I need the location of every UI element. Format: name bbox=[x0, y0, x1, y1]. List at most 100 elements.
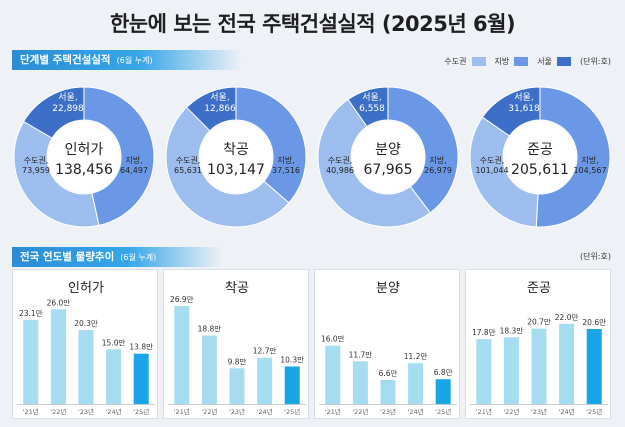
bar-panel-complete: 준공 17.8만 '21년 18.3만 '22년 20.7만 '23년 22.0만 '24년 20… bbox=[465, 269, 611, 419]
donut-slice-provinces bbox=[387, 86, 459, 214]
donut-title: 준공 bbox=[527, 142, 553, 158]
donut-total: 205,611 bbox=[511, 162, 569, 178]
section-header-stage-label: 단계별 주택건설실적 bbox=[20, 54, 111, 66]
slice-label-provinces: 지방, 104,567 bbox=[573, 155, 606, 175]
bar-permit bbox=[23, 319, 39, 404]
bar-category-label: '25년 bbox=[586, 407, 602, 416]
section-header-trend-sub: (6월 누계) bbox=[120, 253, 157, 262]
bar-category-label: '23년 bbox=[229, 407, 245, 416]
bar-chart-title: 준공 bbox=[527, 281, 551, 296]
donut-total: 138,456 bbox=[55, 162, 113, 178]
bar-value-label: 20.6만 bbox=[582, 318, 606, 327]
bar-value-label: 26.9만 bbox=[170, 295, 194, 304]
bar-start bbox=[284, 366, 300, 404]
section-header-stage-sub: (6월 누계) bbox=[116, 56, 153, 65]
bar-complete bbox=[503, 337, 519, 404]
trend-unit: (단위:호) bbox=[579, 252, 611, 261]
slice-label-provinces: 지방, 64,497 bbox=[120, 155, 148, 175]
page-title: 한눈에 보는 전국 주택건설실적 (2025년 6월) bbox=[109, 12, 516, 36]
bar-panel-permit: 인허가 23.1만 '21년 26.0만 '22년 20.3만 '23년 15.0만 '24년 1… bbox=[12, 269, 158, 419]
donut-center bbox=[48, 121, 120, 193]
bar-category-label: '23년 bbox=[380, 407, 396, 416]
slice-label-seoul: 서울, 12,866 bbox=[204, 92, 236, 114]
bar-value-label: 11.2만 bbox=[404, 352, 428, 361]
donut-total: 103,147 bbox=[207, 162, 265, 178]
donut-center bbox=[200, 121, 272, 193]
bar-category-label: '21년 bbox=[476, 407, 492, 416]
bar-category-label: '24년 bbox=[106, 407, 122, 416]
bar-value-label: 15.0만 bbox=[102, 338, 126, 347]
bar-complete bbox=[531, 328, 547, 404]
bar-category-label: '22년 bbox=[352, 407, 368, 416]
bar-category-label: '22년 bbox=[503, 407, 519, 416]
bar-value-label: 16.0만 bbox=[321, 335, 345, 344]
bar-value-label: 18.3만 bbox=[500, 326, 524, 335]
slice-label-provinces: 지방, 26,979 bbox=[424, 155, 452, 175]
donut-slice-seoul bbox=[22, 86, 85, 139]
donut-title: 착공 bbox=[223, 142, 249, 158]
slice-label-provinces: 지방, 37,516 bbox=[272, 155, 300, 175]
bar-category-label: '24년 bbox=[408, 407, 424, 416]
donut-slice-provinces bbox=[535, 86, 611, 228]
bar-value-label: 13.8만 bbox=[129, 343, 153, 352]
bar-panel-start: 착공 26.9만 '21년 18.8만 '22년 9.8만 '23년 12.7만 '24년 10.… bbox=[163, 269, 309, 419]
legend-item-metro: 수도권 bbox=[444, 57, 467, 66]
bar-start bbox=[201, 335, 217, 404]
slice-label-metro: 수도권, 101,044 bbox=[475, 155, 508, 175]
donut-title: 인허가 bbox=[65, 142, 104, 158]
donut-slice-provinces bbox=[235, 86, 307, 204]
bar-permit bbox=[50, 309, 66, 404]
bar-permit bbox=[78, 330, 94, 404]
bar-category-label: '22년 bbox=[201, 407, 217, 416]
bar-chart-permit: 인허가 23.1만 '21년 26.0만 '22년 20.3만 '23년 15.0만 '24년 1… bbox=[17, 281, 155, 416]
bar-value-label: 18.8만 bbox=[198, 325, 222, 334]
bar-sale bbox=[435, 379, 451, 404]
bar-permit bbox=[106, 349, 122, 404]
bar-category-label: '23년 bbox=[531, 407, 547, 416]
section-header-trend-label: 전국 연도별 물량추이 bbox=[20, 251, 115, 263]
donut-permit: 인허가 138,456 서울, 22,898 수도권, 73,959 지방, 64,497 bbox=[13, 86, 155, 228]
legend-unit: (단위:호) bbox=[579, 57, 611, 66]
legend-item-provinces: 지방 bbox=[494, 57, 510, 66]
bar-permit bbox=[133, 353, 149, 404]
donut-slice-provinces bbox=[83, 86, 155, 226]
bar-value-label: 6.6만 bbox=[379, 369, 398, 378]
bar-sale bbox=[408, 363, 424, 404]
bar-value-label: 11.7만 bbox=[349, 350, 373, 359]
bar-chart-complete: 준공 17.8만 '21년 18.3만 '22년 20.7만 '23년 22.0만 '24년 20… bbox=[470, 281, 608, 416]
donut-title: 분양 bbox=[375, 142, 401, 158]
bar-chart-title: 착공 bbox=[225, 281, 249, 296]
legend-item-seoul: 서울 bbox=[537, 57, 552, 66]
bar-complete bbox=[586, 328, 602, 404]
bar-start bbox=[229, 368, 245, 404]
donut-center bbox=[352, 121, 424, 193]
bar-chart-sale: 분양 16.0만 '21년 11.7만 '22년 6.6만 '23년 11.2만 '24년 6.8… bbox=[319, 281, 457, 416]
bar-value-label: 9.8만 bbox=[228, 357, 247, 366]
bar-value-label: 22.0만 bbox=[555, 313, 579, 322]
bar-value-label: 12.7만 bbox=[253, 347, 277, 356]
donut-charts: 인허가 138,456 서울, 22,898 수도권, 73,959 지방, 64,497 착공… bbox=[13, 86, 611, 228]
bar-sale bbox=[352, 361, 368, 404]
donut-total: 67,965 bbox=[364, 162, 413, 178]
bar-category-label: '21년 bbox=[23, 407, 39, 416]
bar-category-label: '22년 bbox=[50, 407, 66, 416]
legend-swatch-seoul bbox=[556, 57, 571, 66]
slice-label-seoul: 서울, 31,618 bbox=[508, 92, 540, 114]
bar-value-label: 17.8만 bbox=[472, 328, 496, 337]
bar-start bbox=[257, 357, 273, 404]
legend: 수도권 지방 서울 (단위:호) bbox=[444, 56, 611, 67]
bar-category-label: '24년 bbox=[257, 407, 273, 416]
donut-complete: 준공 205,611 서울, 31,618 수도권, 101,044 지방, 104,567 bbox=[469, 86, 611, 228]
bar-value-label: 26.0만 bbox=[47, 298, 71, 307]
donut-start: 착공 103,147 서울, 12,866 수도권, 65,631 지방, 37,516 bbox=[165, 86, 307, 228]
section-header-stage: 단계별 주택건설실적 (6월 누계) bbox=[12, 50, 242, 70]
slice-label-metro: 수도권, 40,986 bbox=[326, 155, 354, 175]
legend-swatch-metro bbox=[471, 57, 486, 66]
slice-label-seoul: 서울, 22,898 bbox=[52, 92, 84, 114]
bar-value-label: 20.7만 bbox=[527, 318, 551, 327]
donut-slice-seoul bbox=[185, 86, 237, 132]
bar-chart-start: 착공 26.9만 '21년 18.8만 '22년 9.8만 '23년 12.7만 '24년 10.… bbox=[168, 281, 306, 416]
bar-category-label: '25년 bbox=[133, 407, 149, 416]
bar-panel-sale: 분양 16.0만 '21년 11.7만 '22년 6.6만 '23년 11.2만 '24년 6.8… bbox=[314, 269, 460, 419]
bar-category-label: '23년 bbox=[78, 407, 94, 416]
